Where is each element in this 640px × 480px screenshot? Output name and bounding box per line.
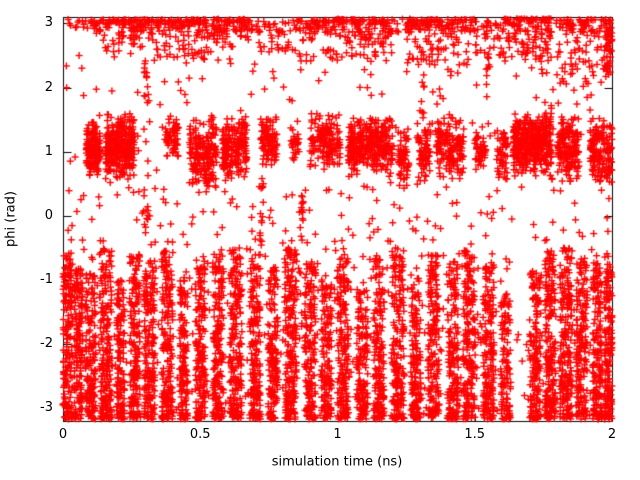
x-tick-label: 0.5 (189, 427, 211, 442)
x-axis-label: simulation time (ns) (271, 454, 403, 470)
x-tick-label: 1.5 (464, 427, 486, 442)
x-tick-label: 1 (333, 427, 342, 442)
y-tick-label: -1 (40, 271, 53, 287)
x-tick-label: 0 (58, 427, 68, 442)
y-tick-label: 1 (44, 143, 53, 159)
y-tick-label: 3 (44, 15, 53, 31)
y-tick-label: 2 (44, 79, 53, 95)
y-tick-label: -3 (40, 400, 53, 416)
x-tick-label: 2 (607, 427, 617, 442)
y-tick-label: 0 (44, 207, 53, 223)
y-tick-label: -2 (40, 336, 53, 352)
